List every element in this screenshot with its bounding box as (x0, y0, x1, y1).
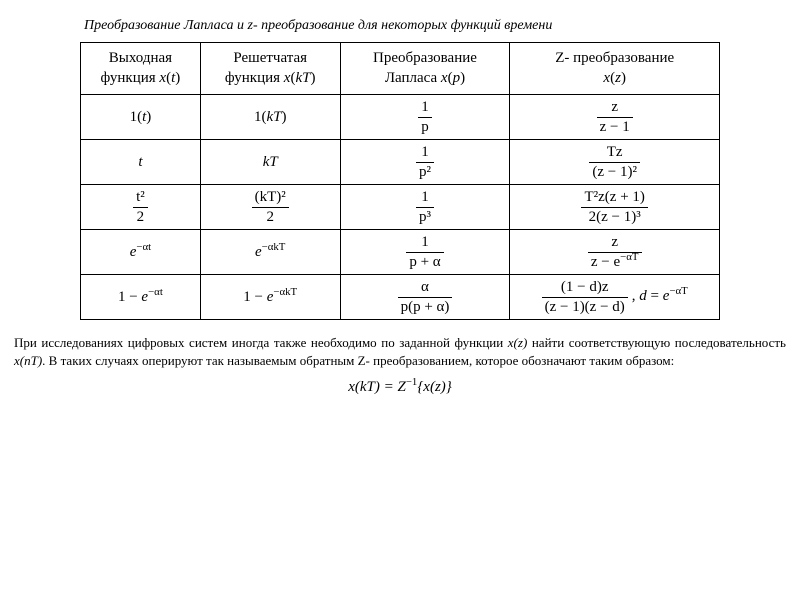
table-row: tkT1p²Tz(z − 1)² (81, 140, 720, 185)
page-title: Преобразование Лапласа и z- преобразован… (84, 18, 788, 34)
table-cell: 1 − e−αkT (200, 275, 340, 320)
table-cell: 1p + α (340, 230, 510, 275)
table-cell: e−αt (81, 230, 201, 275)
table-cell: 1p² (340, 140, 510, 185)
table-body: 1(t)1(kT)1pzz − 1tkT1p²Tz(z − 1)²t²2(kT)… (81, 95, 720, 320)
col-header-1: Решетчатаяфункция x(kT) (200, 43, 340, 95)
table-cell: (1 − d)z(z − 1)(z − d), d = e−αT (510, 275, 720, 320)
table-cell: e−αkT (200, 230, 340, 275)
table-cell: t²2 (81, 185, 201, 230)
col-header-3: Z- преобразованиеx(z) (510, 43, 720, 95)
table-row: t²2(kT)²21p³T²z(z + 1)2(z − 1)³ (81, 185, 720, 230)
table-cell: αp(p + α) (340, 275, 510, 320)
table-cell: 1 − e−αt (81, 275, 201, 320)
table-row: 1(t)1(kT)1pzz − 1 (81, 95, 720, 140)
table-cell: 1p (340, 95, 510, 140)
table-row: e−αte−αkT1p + αzz − e−αT (81, 230, 720, 275)
body-paragraph: При исследованиях цифровых систем иногда… (14, 334, 786, 369)
table-cell: t (81, 140, 201, 185)
table-cell: 1(t) (81, 95, 201, 140)
table-cell: T²z(z + 1)2(z − 1)³ (510, 185, 720, 230)
formula: x(kT) = Z−1{x(z)} (12, 379, 788, 396)
table-row: 1 − e−αt1 − e−αkTαp(p + α)(1 − d)z(z − 1… (81, 275, 720, 320)
table-cell: kT (200, 140, 340, 185)
table-cell: zz − e−αT (510, 230, 720, 275)
table-cell: zz − 1 (510, 95, 720, 140)
col-header-0: Выходнаяфункция x(t) (81, 43, 201, 95)
table-cell: Tz(z − 1)² (510, 140, 720, 185)
transform-table: Выходнаяфункция x(t) Решетчатаяфункция x… (80, 42, 720, 320)
table-cell: (kT)²2 (200, 185, 340, 230)
table-cell: 1p³ (340, 185, 510, 230)
table-cell: 1(kT) (200, 95, 340, 140)
table-header-row: Выходнаяфункция x(t) Решетчатаяфункция x… (81, 43, 720, 95)
col-header-2: ПреобразованиеЛапласа x(p) (340, 43, 510, 95)
